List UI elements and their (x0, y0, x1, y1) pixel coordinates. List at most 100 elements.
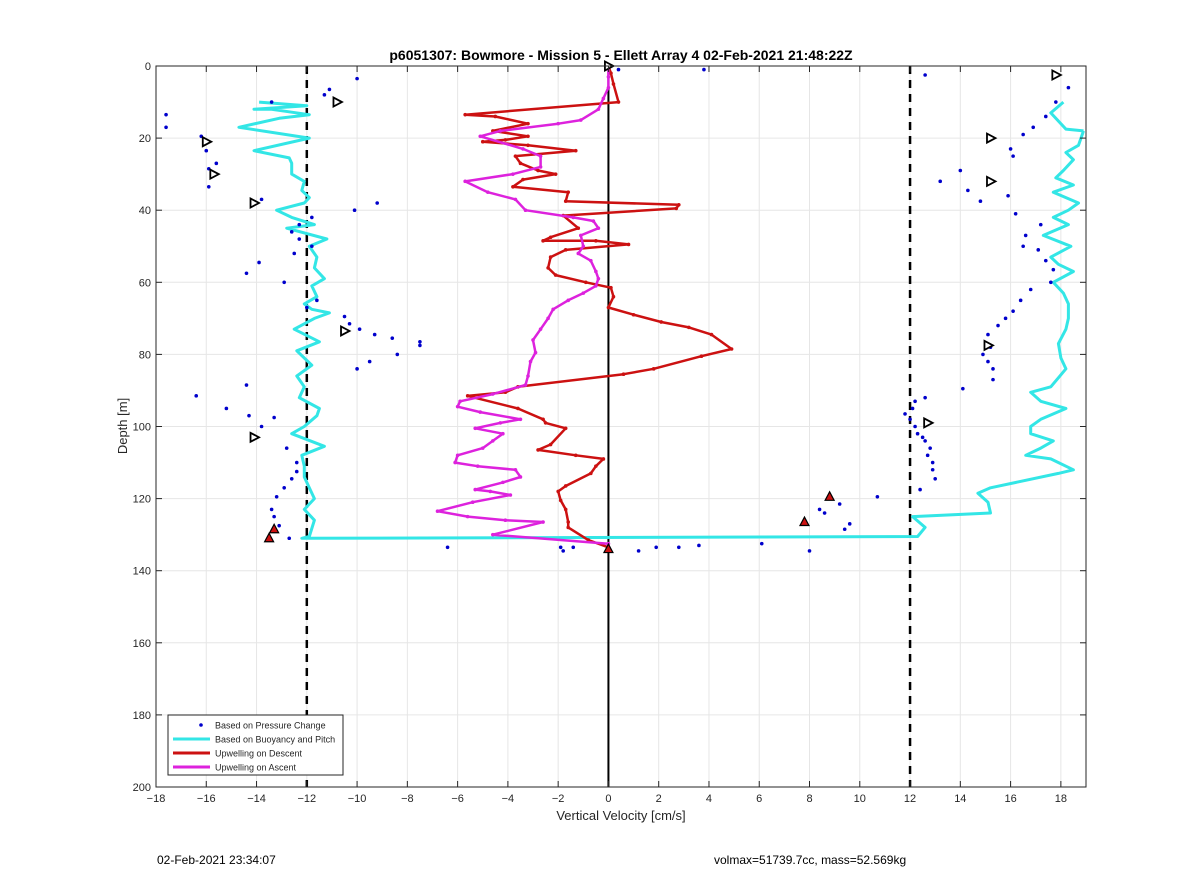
upwelling-on-descent-vertex (546, 266, 550, 270)
up-triangle-marker (602, 542, 614, 554)
y-tick-label: 80 (139, 349, 151, 361)
pressure-change-point (284, 446, 289, 450)
pressure-change-point (244, 383, 249, 387)
x-tick-label: 4 (706, 793, 712, 805)
pressure-change-point (1043, 114, 1048, 119)
upwelling-on-descent-vertex (511, 184, 515, 189)
pressure-change-point (297, 222, 302, 227)
upwelling-on-ascent-vertex (455, 453, 460, 458)
up-triangle-marker (263, 531, 275, 543)
pressure-change-point (913, 399, 917, 404)
legend-label: Upwelling on Descent (215, 749, 303, 759)
upwelling-on-ascent-vertex (473, 487, 478, 492)
upwelling-on-descent-vertex (516, 406, 520, 411)
pressure-change-point (204, 148, 209, 153)
pressure-change-point (164, 125, 168, 130)
pressure-change-point (418, 343, 422, 348)
upwelling-on-descent-vertex (465, 394, 470, 398)
marker-layer (201, 60, 1063, 554)
upwelling-on-descent-vertex (566, 525, 571, 530)
upwelling-on-ascent-vertex (526, 374, 530, 378)
upwelling-on-ascent-vertex (538, 154, 543, 158)
upwelling-on-ascent-vertex (556, 121, 560, 126)
pressure-change-point (558, 545, 563, 550)
pressure-change-point (910, 406, 915, 411)
y-axis-label: Depth [m] (115, 398, 130, 454)
based-on-buoyancy-and-pitch-line (1049, 100, 1084, 133)
x-tick-label: −10 (348, 793, 367, 805)
right-triangle-marker (340, 324, 352, 337)
x-tick-label: 12 (904, 793, 916, 805)
pressure-change-point (244, 271, 249, 276)
pressure-change-point (958, 168, 963, 173)
pressure-change-point (842, 527, 847, 532)
pressure-change-point (654, 545, 658, 550)
upwelling-on-descent-vertex (687, 325, 691, 330)
upwelling-on-descent-vertex (621, 372, 626, 377)
pressure-change-point (194, 394, 199, 398)
upwelling-on-ascent-vertex (591, 219, 596, 223)
pressure-change-point (1008, 147, 1013, 151)
upwelling-on-descent-vertex (631, 312, 636, 317)
right-triangle-marker (923, 416, 935, 429)
upwelling-on-ascent-vertex (518, 475, 523, 479)
x-tick-label: 6 (756, 793, 762, 805)
upwelling-on-descent-vertex (589, 471, 593, 476)
upwelling-on-descent-vertex (553, 273, 558, 277)
upwelling-on-ascent-vertex (589, 258, 593, 263)
upwelling-on-descent-vertex (503, 138, 508, 142)
upwelling-on-descent-vertex (548, 255, 553, 259)
x-axis-label: Vertical Velocity [cm/s] (556, 808, 685, 823)
pressure-change-point (571, 545, 576, 550)
chart-title: p6051307: Bowmore - Mission 5 - Ellett A… (389, 47, 853, 63)
pressure-change-point (214, 161, 219, 166)
pressure-change-point (294, 469, 299, 474)
pressure-change-point (289, 476, 294, 481)
upwelling-on-ascent-vertex (463, 179, 467, 184)
x-tick-label: −4 (502, 793, 515, 805)
upwelling-on-ascent-vertex (538, 327, 543, 331)
legend-box (167, 714, 344, 776)
upwelling-on-descent-vertex (541, 417, 545, 422)
up-triangle-marker (798, 515, 810, 527)
pressure-change-point (1006, 193, 1010, 198)
pressure-change-point (274, 494, 279, 499)
pressure-change-point (807, 549, 812, 553)
upwelling-on-ascent-vertex (473, 426, 478, 431)
pressure-change-point (923, 395, 927, 400)
upwelling-on-ascent-vertex (601, 96, 606, 101)
upwelling-on-descent-vertex (563, 507, 568, 512)
right-triangle-marker (332, 96, 344, 109)
y-tick-label: 160 (133, 638, 151, 650)
upwelling-on-ascent-vertex (498, 421, 503, 425)
pressure-change-point (272, 514, 276, 519)
right-triangle-marker (986, 132, 998, 145)
pressure-change-point (913, 424, 917, 429)
upwelling-on-ascent-vertex (465, 514, 470, 519)
upwelling-on-ascent-line (436, 66, 610, 548)
pressure-change-point (966, 188, 970, 193)
upwelling-on-ascent-vertex (478, 410, 483, 414)
pressure-change-point (1038, 222, 1043, 227)
upwelling-on-descent-vertex (606, 305, 611, 310)
upwelling-on-descent-vertex (463, 112, 467, 117)
upwelling-on-ascent-vertex (596, 107, 601, 112)
pressure-change-point (930, 460, 935, 465)
footer-summary: volmax=51739.7cc, mass=52.569kg (714, 853, 907, 867)
pressure-change-point (355, 76, 359, 81)
upwelling-on-ascent-vertex (523, 208, 528, 212)
upwelling-on-ascent-vertex (594, 269, 598, 274)
pressure-change-point (1011, 154, 1015, 158)
upwelling-on-ascent-vertex (488, 489, 493, 494)
pressure-change-point (991, 367, 995, 371)
pressure-change-point (817, 507, 822, 512)
upwelling-on-descent-vertex (626, 242, 631, 247)
pressure-change-point (837, 502, 842, 506)
upwelling-on-ascent-vertex (581, 244, 586, 249)
pressure-change-point (847, 522, 852, 526)
upwelling-on-ascent-vertex (541, 520, 545, 524)
pressure-change-point (282, 485, 286, 490)
pressure-change-point (986, 359, 990, 364)
pressure-change-point (991, 377, 995, 382)
upwelling-on-ascent-vertex (566, 298, 571, 303)
